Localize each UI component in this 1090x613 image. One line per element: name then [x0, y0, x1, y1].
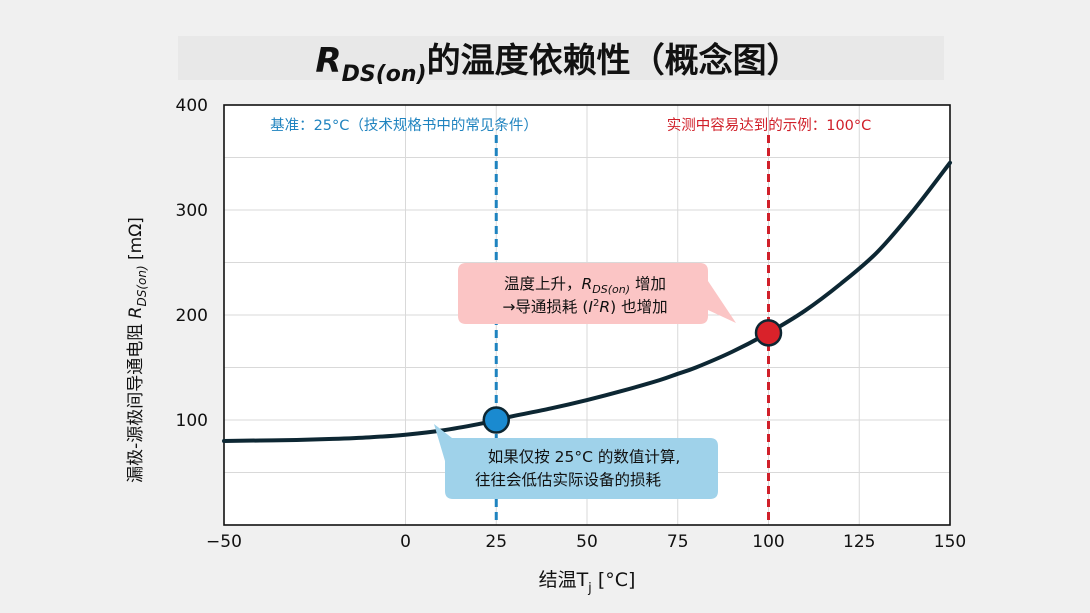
- x-tick-label: 0: [400, 532, 411, 552]
- data-point-marker: [754, 319, 783, 347]
- y-tick-label: 400: [176, 96, 208, 116]
- reference-line-label: 实测中容易达到的示例：100°C: [667, 117, 872, 134]
- x-tick-label: 50: [576, 532, 598, 552]
- y-tick-label: 300: [176, 201, 208, 221]
- chart-title: RDS(on)的温度依赖性（概念图）: [315, 41, 800, 87]
- x-tick-label: 100: [752, 532, 784, 552]
- tick-labels: −50 0 25 50 75 100 125 150 100 200 300 400: [176, 96, 967, 552]
- title-subscript: DS(on): [342, 62, 427, 87]
- series-line: [222, 160, 952, 443]
- base-callout-box: [434, 424, 718, 499]
- reference-lines: 基准：25°C（技术规格书中的常见条件） 实测中容易达到的示例：100°C: [270, 117, 871, 525]
- x-tick-label: 75: [667, 532, 689, 552]
- hot-callout-line2: →导通损耗 (I2R) 也增加: [502, 298, 667, 316]
- y-axis-label: 漏极-源极间导通电阻 RDS(on) [mΩ]: [126, 217, 149, 483]
- hot-callout: 温度上升，RDS(on) 增加 →导通损耗 (I2R) 也增加: [458, 263, 736, 324]
- data-point-marker: [482, 406, 510, 434]
- hot-callout-box: [458, 263, 736, 324]
- title-rest: 的温度依赖性（概念图）: [427, 41, 801, 81]
- x-tick-label: 150: [934, 532, 966, 552]
- x-axis-label: 结温Tj [°C]: [539, 569, 636, 596]
- hot-callout-line1: 温度上升，RDS(on) 增加: [504, 275, 666, 296]
- base-callout-line1: 如果仅按 25°C 的数值计算,: [488, 447, 681, 466]
- x-tick-label: −50: [206, 532, 242, 552]
- x-tick-label: 125: [843, 532, 875, 552]
- base-callout: 如果仅按 25°C 的数值计算, 往往会低估实际设备的损耗: [434, 424, 718, 499]
- base-callout-line2: 往往会低估实际设备的损耗: [475, 471, 661, 489]
- x-tick-label: 25: [485, 532, 507, 552]
- title-r: R: [315, 41, 341, 81]
- title-band: [178, 36, 944, 80]
- plot-frame: [223, 104, 951, 526]
- reference-line-label: 基准：25°C（技术规格书中的常见条件）: [270, 117, 538, 134]
- y-tick-label: 100: [176, 411, 208, 431]
- markers: [482, 319, 783, 434]
- y-tick-label: 200: [176, 306, 208, 326]
